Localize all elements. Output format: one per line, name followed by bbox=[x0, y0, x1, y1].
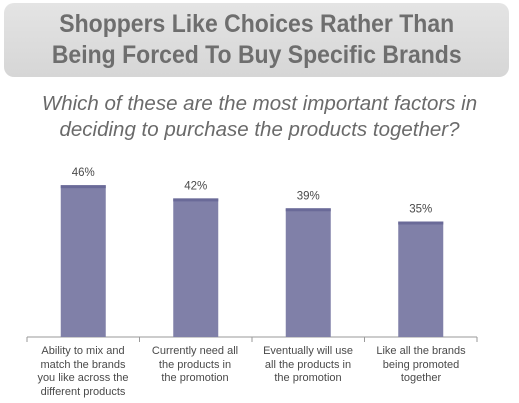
data-label-3: 39% bbox=[297, 190, 320, 202]
bar-top-edge bbox=[60, 185, 106, 189]
category-label-4: Like all the brands being promoted toget… bbox=[376, 345, 466, 384]
bar-body bbox=[398, 221, 444, 337]
bar-top-edge bbox=[173, 198, 219, 202]
bar-top-edge bbox=[398, 221, 444, 225]
data-label-4: 35% bbox=[409, 204, 432, 216]
chart-subtitle: Which of these are the most important fa… bbox=[41, 92, 478, 141]
bar-body bbox=[60, 185, 106, 337]
bar-body bbox=[285, 208, 331, 337]
category-label-2: Currently need all the products in the p… bbox=[151, 345, 239, 384]
bar-top-edge bbox=[285, 208, 331, 212]
bar-1 bbox=[60, 185, 106, 337]
bar-3 bbox=[285, 208, 331, 337]
chart-title: Shoppers Like Choices Rather Than Being … bbox=[51, 10, 462, 69]
data-label-2: 42% bbox=[184, 180, 207, 192]
bar-2 bbox=[173, 198, 219, 337]
bar-4 bbox=[398, 221, 444, 337]
category-label-3: Eventually will use all the products in … bbox=[263, 345, 353, 384]
category-label-1: Ability to mix and match the brands you … bbox=[37, 345, 129, 398]
data-label-1: 46% bbox=[72, 167, 95, 179]
bar-body bbox=[173, 198, 219, 337]
title-banner: Shoppers Like Choices Rather Than Being … bbox=[4, 3, 509, 77]
